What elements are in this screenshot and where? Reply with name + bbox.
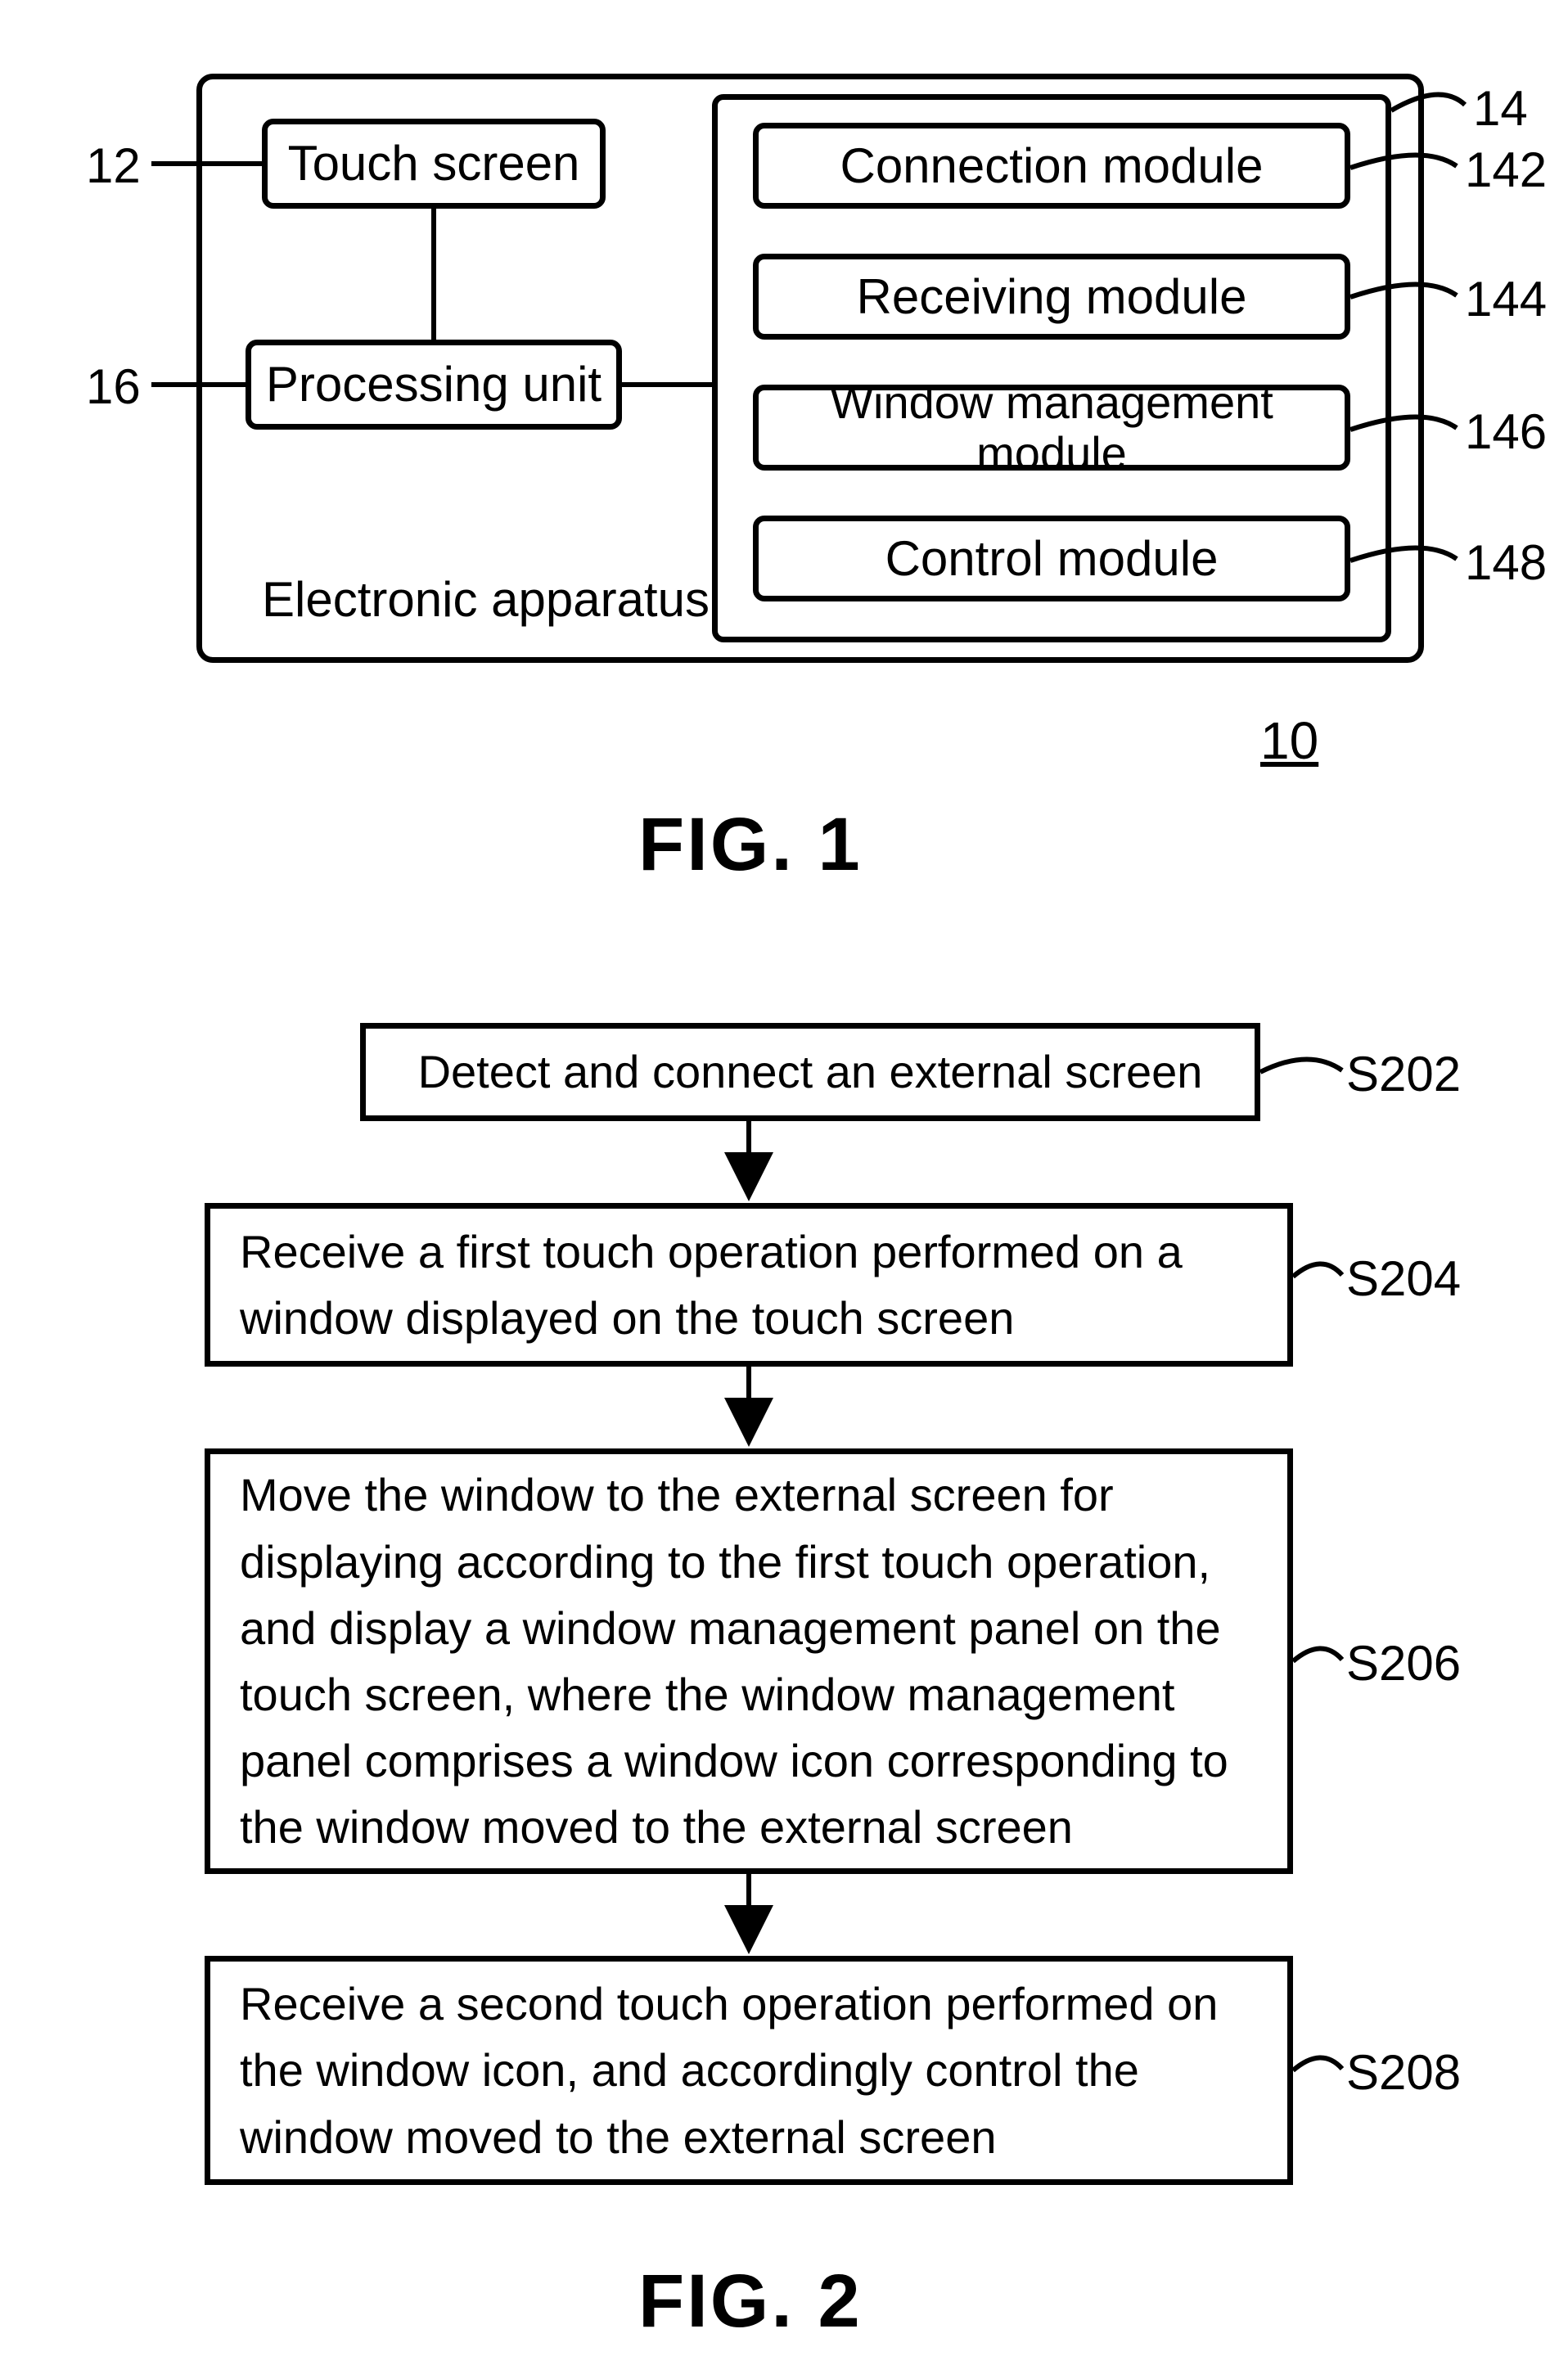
step-s202: Detect and connect an external screen (360, 1023, 1260, 1121)
fig1-caption: FIG. 1 (638, 802, 863, 888)
connection-module-box: Connection module (753, 123, 1350, 209)
window-mgmt-module-label: Window management module (759, 377, 1345, 478)
ref-s206: S206 (1346, 1637, 1461, 1691)
step-s206-text: Move the window to the external screen f… (240, 1462, 1258, 1860)
connection-module-label: Connection module (840, 139, 1263, 193)
processing-unit-box: Processing unit (246, 340, 622, 430)
step-s204: Receive a first touch operation performe… (205, 1203, 1293, 1367)
window-mgmt-module-box: Window management module (753, 385, 1350, 471)
ref-148: 148 (1465, 536, 1547, 590)
step-s206: Move the window to the external screen f… (205, 1448, 1293, 1874)
ref-144: 144 (1465, 273, 1547, 327)
ref-142: 142 (1465, 143, 1547, 197)
ref-s202: S202 (1346, 1047, 1461, 1101)
ref-10: 10 (1260, 712, 1318, 769)
step-s202-text: Detect and connect an external screen (418, 1038, 1203, 1105)
ref-16: 16 (86, 360, 141, 414)
fig2-caption: FIG. 2 (638, 2259, 863, 2345)
receiving-module-label: Receiving module (857, 270, 1247, 324)
receiving-module-box: Receiving module (753, 254, 1350, 340)
control-module-label: Control module (885, 532, 1219, 586)
ref-s204: S204 (1346, 1252, 1461, 1306)
step-s204-text: Receive a first touch operation performe… (240, 1219, 1258, 1351)
ref-14: 14 (1473, 82, 1528, 136)
control-module-box: Control module (753, 516, 1350, 601)
electronic-apparatus-label: Electronic apparatus (262, 573, 710, 627)
processing-unit-label: Processing unit (266, 358, 602, 412)
touch-screen-box: Touch screen (262, 119, 606, 209)
step-s208: Receive a second touch operation perform… (205, 1956, 1293, 2185)
touch-screen-label: Touch screen (288, 137, 580, 191)
ref-s208: S208 (1346, 2046, 1461, 2100)
step-s208-text: Receive a second touch operation perform… (240, 1971, 1258, 2170)
ref-12: 12 (86, 139, 141, 193)
ref-146: 146 (1465, 405, 1547, 459)
page: Electronic apparatus Touch screen Proces… (0, 0, 1568, 2365)
